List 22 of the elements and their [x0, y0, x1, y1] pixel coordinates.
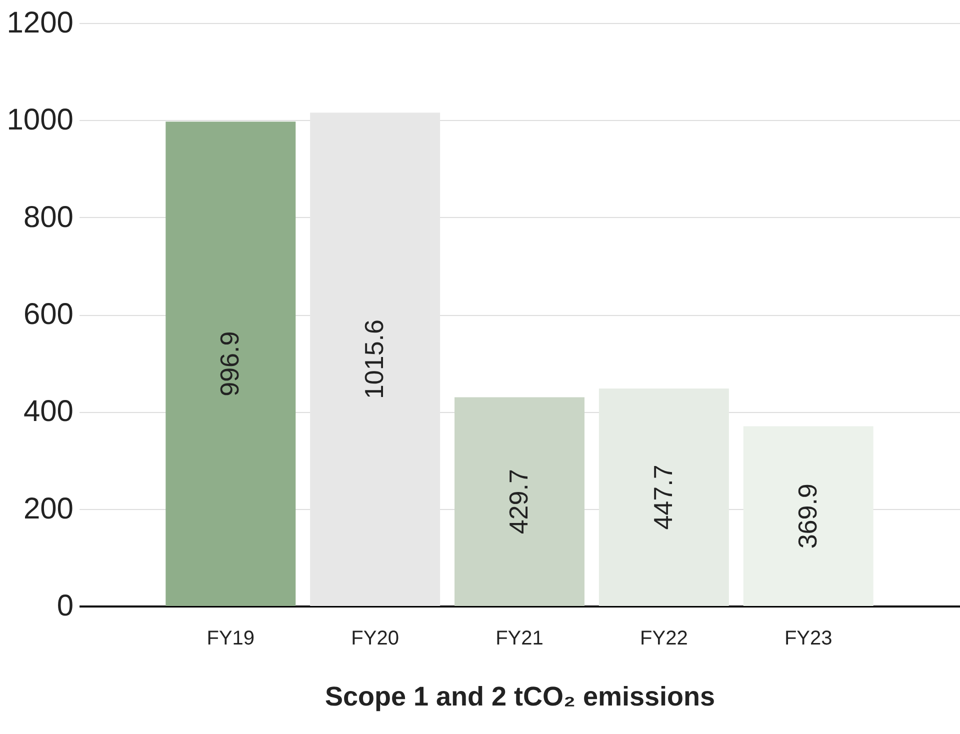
y-tick-label: 800 — [23, 200, 74, 234]
x-tick-label: FY20 — [351, 628, 399, 650]
data-label: 369.9 — [792, 484, 822, 549]
x-tick-label: FY21 — [496, 628, 544, 650]
y-tick-label: 1000 — [6, 104, 74, 137]
data-label: 1015.6 — [359, 320, 390, 400]
y-tick-label: 200 — [23, 492, 74, 526]
y-tick-label: 400 — [23, 395, 74, 428]
bar — [166, 122, 296, 606]
x-axis-title: Scope 1 and 2 tCO₂ emissions — [324, 682, 716, 712]
x-tick-label: FY19 — [206, 628, 255, 650]
data-label: 996.9 — [214, 331, 245, 396]
bar — [743, 426, 874, 606]
data-label: 429.7 — [504, 469, 534, 534]
data-label: 447.7 — [648, 464, 678, 530]
x-tick-label: FY22 — [640, 628, 688, 650]
bar — [454, 397, 584, 606]
y-tick-label: 0 — [56, 590, 74, 622]
y-tick-label: 600 — [23, 298, 74, 331]
y-tick-label: 1200 — [6, 6, 74, 40]
bar — [598, 388, 729, 606]
x-tick-label: FY23 — [784, 628, 832, 650]
